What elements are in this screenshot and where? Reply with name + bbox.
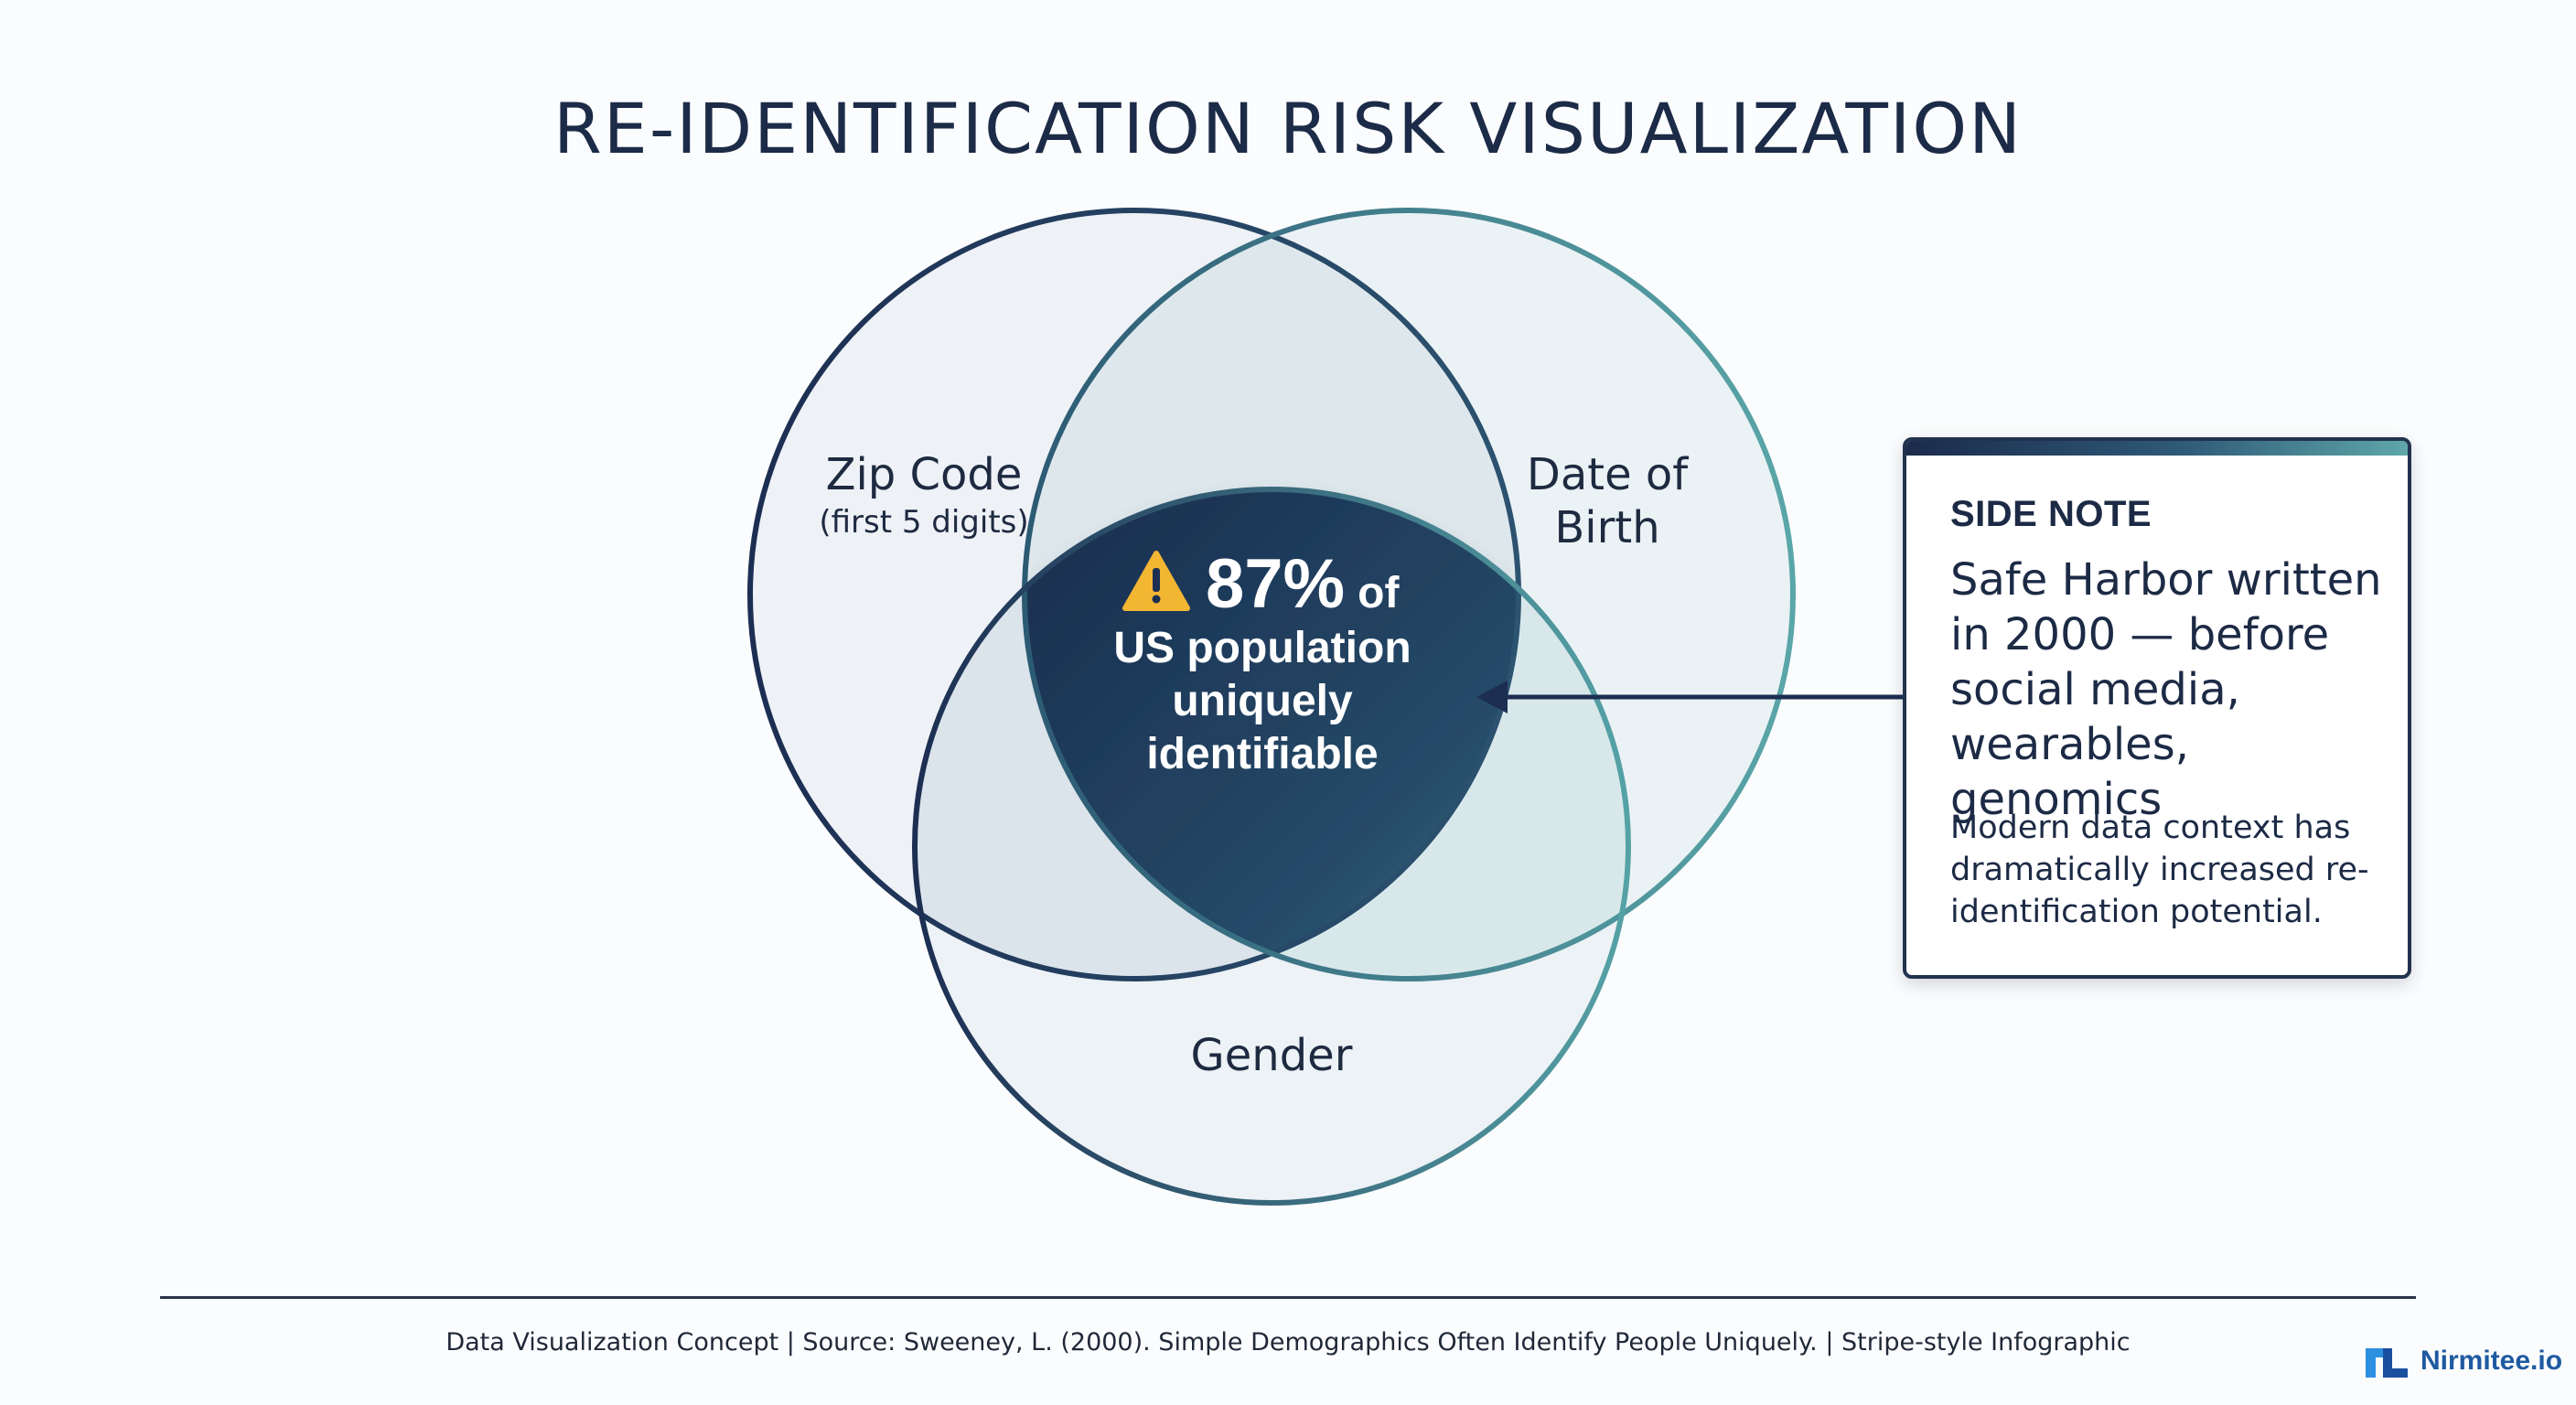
side-note-heading: SIDE NOTE (1950, 494, 2152, 534)
connector-arrowhead (1476, 681, 1508, 713)
center-stat: 87% (1206, 545, 1345, 623)
circle-gender-outline (912, 487, 1631, 1206)
label-zip-code: Zip Code (826, 449, 1023, 500)
brand: Nirmitee.io (2366, 1343, 2562, 1379)
circle-zip-code-outline (747, 208, 1521, 981)
side-note-sub-text: Modern data context has dramatically inc… (1950, 810, 2369, 930)
page-title: RE-IDENTIFICATION RISK VISUALIZATION (553, 88, 2023, 169)
label-zip-code-sub: (first 5 digits) (819, 504, 1028, 541)
side-note-accent-bar (1906, 441, 2408, 456)
label-date-of-birth-line1: Date of (1527, 449, 1689, 500)
center-line-1: US population (1113, 624, 1411, 672)
label-date-of-birth-line2: Birth (1554, 502, 1659, 553)
footer-caption: Data Visualization Concept | Source: Swe… (445, 1328, 2131, 1357)
footer-divider (160, 1296, 2416, 1299)
circle-date-of-birth-outline (1022, 208, 1796, 981)
center-line-2: uniquely (1172, 677, 1353, 725)
triple-intersection (1025, 489, 1519, 979)
center-stat-suffix: of (1358, 569, 1400, 617)
center-line-3: identifiable (1146, 730, 1378, 778)
nirmitee-logo-icon (2366, 1348, 2408, 1378)
side-note-card: SIDE NOTE Safe Harbor written in 2000 — … (1903, 437, 2411, 979)
label-gender: Gender (1191, 1030, 1353, 1081)
warning-triangle-icon (1122, 551, 1190, 611)
brand-name: Nirmitee.io (2420, 1346, 2563, 1376)
center-stat-line: 87% of (1206, 545, 1400, 623)
side-note-main-text: Safe Harbor written in 2000 — before soc… (1950, 554, 2382, 825)
